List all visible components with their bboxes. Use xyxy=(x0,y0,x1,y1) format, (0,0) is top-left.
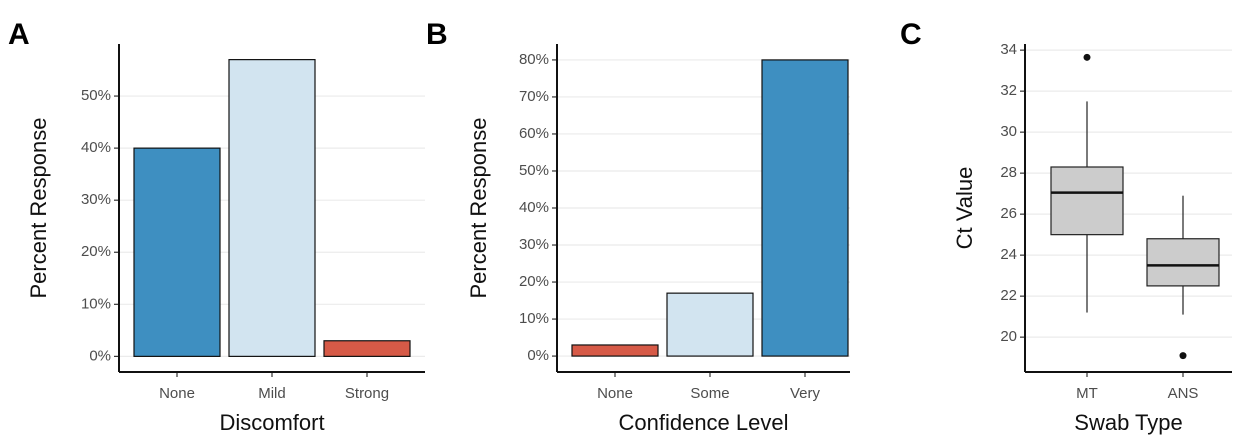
y-tick-label: 20% xyxy=(81,243,111,260)
y-axis-title: Percent Response xyxy=(26,118,51,299)
y-tick-label: 50% xyxy=(81,87,111,104)
x-tick-label: MT xyxy=(1076,385,1098,402)
y-tick-label: 30% xyxy=(519,236,549,253)
x-axis-title: Discomfort xyxy=(219,410,324,435)
bar xyxy=(133,147,221,357)
bar xyxy=(323,340,411,357)
y-tick-label: 30 xyxy=(1000,123,1017,140)
y-tick-label: 10% xyxy=(519,310,549,327)
outlier xyxy=(1083,53,1091,61)
y-tick-label: 40% xyxy=(81,139,111,156)
panel-label: B xyxy=(426,18,448,51)
x-tick-label: Mild xyxy=(258,385,286,402)
bar xyxy=(228,59,316,357)
box xyxy=(1146,238,1220,287)
x-tick-label: None xyxy=(159,385,195,402)
y-tick-label: 20% xyxy=(519,273,549,290)
y-axis-title: Ct Value xyxy=(952,167,977,250)
panel-label: C xyxy=(900,18,922,51)
y-tick-label: 20 xyxy=(1000,328,1017,345)
y-tick-label: 26 xyxy=(1000,205,1017,222)
x-tick-label: Very xyxy=(790,385,821,402)
y-tick-label: 60% xyxy=(519,125,549,142)
y-tick-label: 28 xyxy=(1000,164,1017,181)
y-tick-label: 10% xyxy=(81,295,111,312)
x-axis-title: Confidence Level xyxy=(618,410,788,435)
y-tick-label: 50% xyxy=(519,162,549,179)
panel-label: A xyxy=(8,18,30,51)
bar xyxy=(761,59,849,357)
x-tick-label: None xyxy=(597,385,633,402)
y-tick-label: 0% xyxy=(527,347,549,364)
bar xyxy=(571,344,659,357)
y-tick-label: 30% xyxy=(81,191,111,208)
y-tick-label: 0% xyxy=(89,347,111,364)
bar xyxy=(666,292,754,357)
y-tick-label: 32 xyxy=(1000,82,1017,99)
y-tick-label: 40% xyxy=(519,199,549,216)
y-axis-title: Percent Response xyxy=(466,118,491,299)
y-tick-label: 22 xyxy=(1000,287,1017,304)
y-tick-label: 70% xyxy=(519,88,549,105)
y-tick-label: 24 xyxy=(1000,246,1017,263)
x-axis-title: Swab Type xyxy=(1074,410,1182,435)
outlier xyxy=(1179,352,1187,360)
box xyxy=(1050,166,1124,236)
x-tick-label: Some xyxy=(690,385,729,402)
y-tick-label: 80% xyxy=(519,51,549,68)
x-tick-label: Strong xyxy=(345,385,389,402)
y-tick-label: 34 xyxy=(1000,41,1017,58)
x-tick-label: ANS xyxy=(1168,385,1199,402)
